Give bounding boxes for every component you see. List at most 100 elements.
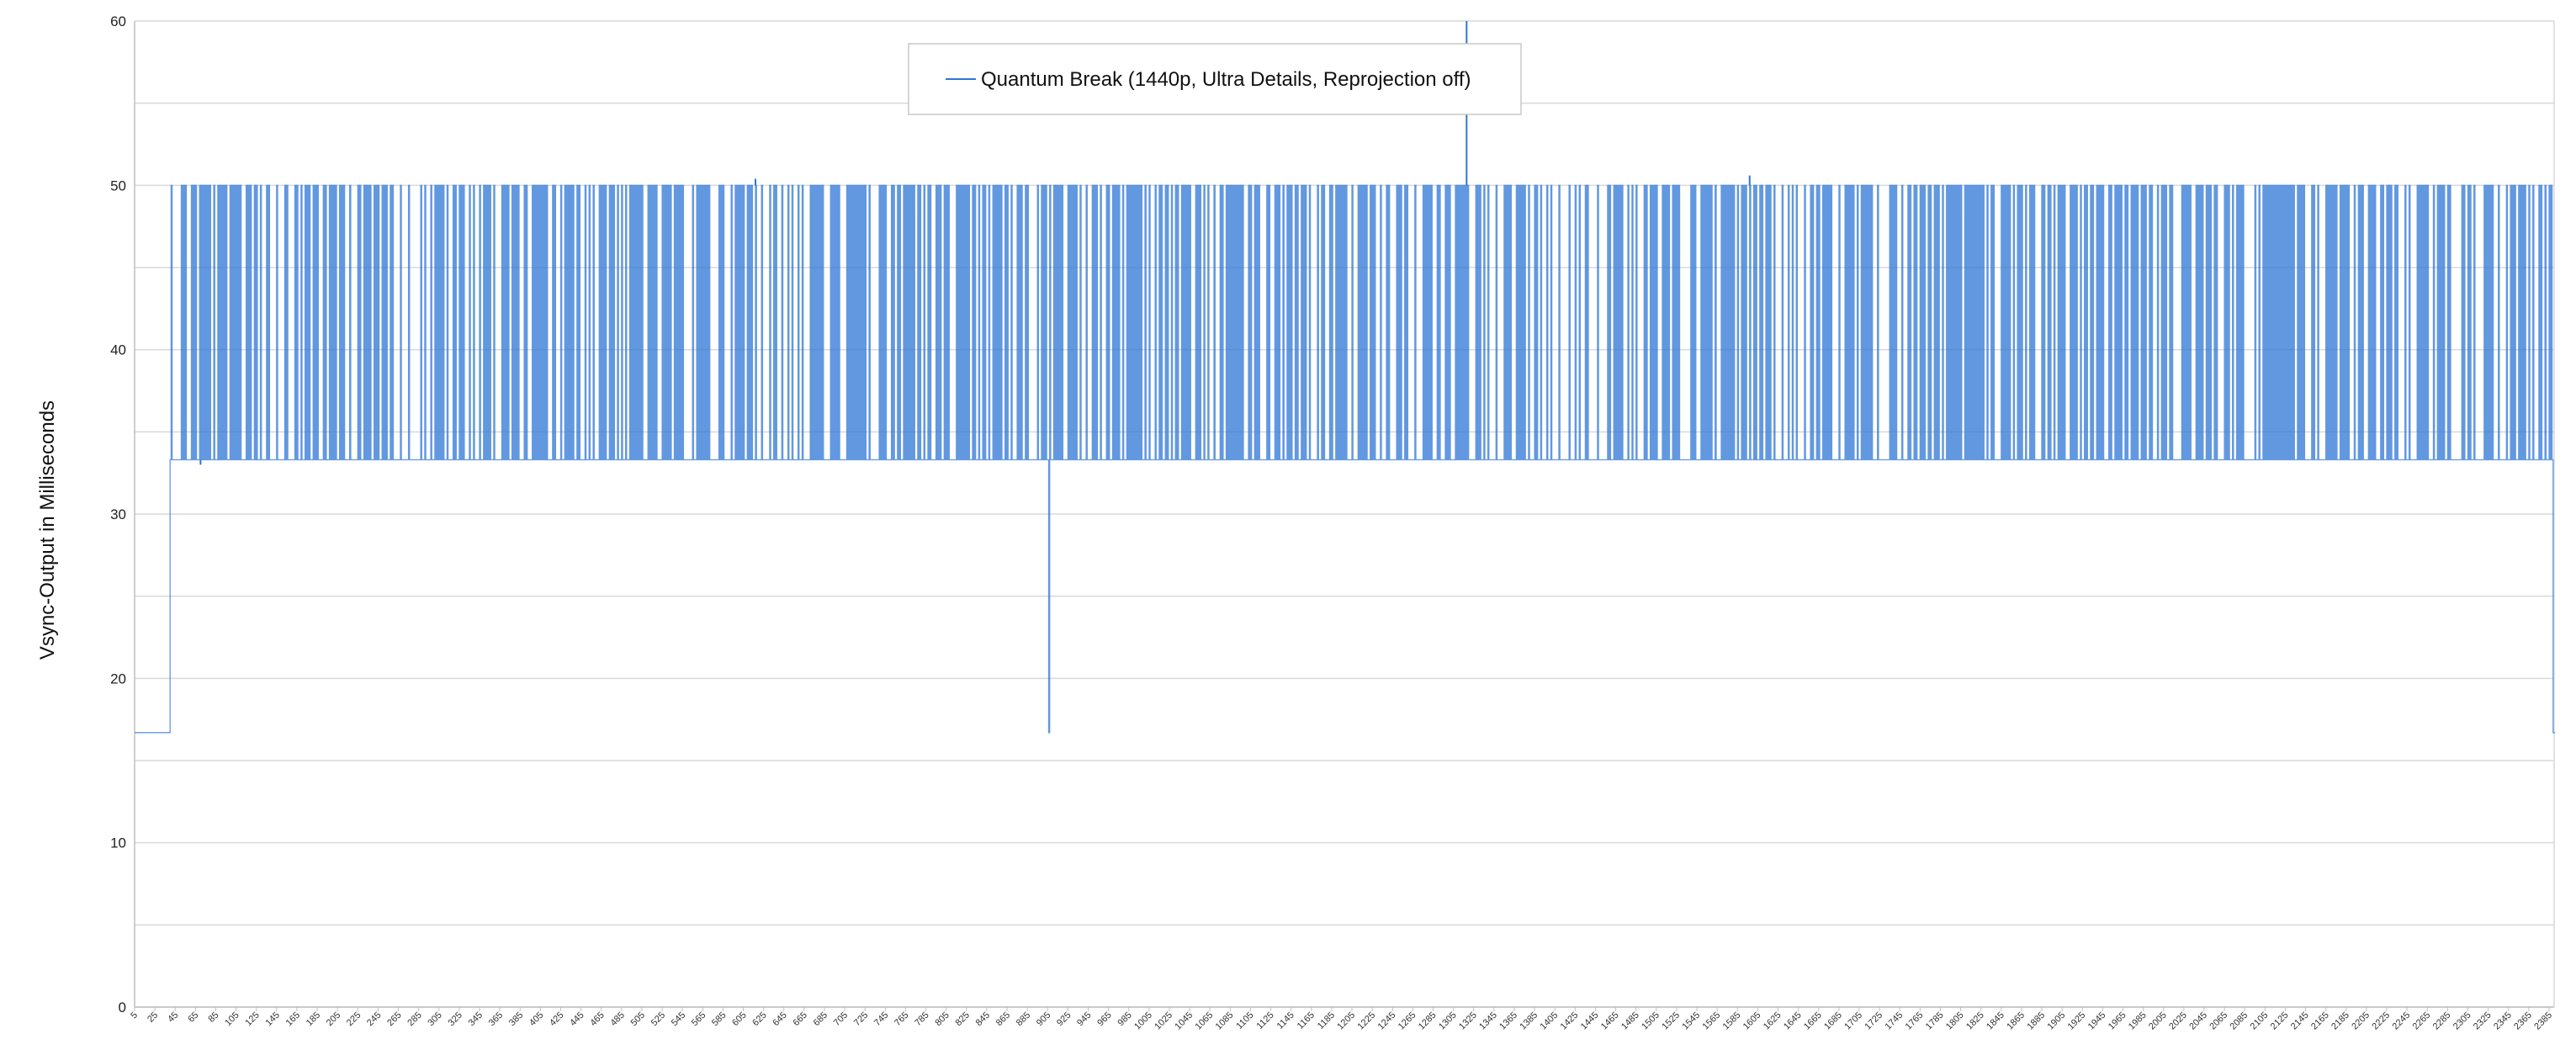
x-tick-label: 625 (750, 1010, 768, 1028)
x-tick-label: 445 (568, 1010, 586, 1028)
x-tick-label: 245 (365, 1010, 383, 1028)
x-tick-label: 1965 (2107, 1010, 2128, 1032)
x-tick-label: 1405 (1539, 1010, 1561, 1032)
x-tick-label: 165 (284, 1010, 302, 1028)
x-tick-label: 2065 (2208, 1010, 2229, 1032)
x-tick-label: 1785 (1924, 1010, 1946, 1032)
x-tick-label: 1385 (1518, 1010, 1540, 1032)
y-tick-label: 30 (110, 506, 126, 522)
x-tick-label: 1625 (1762, 1010, 1784, 1032)
x-tick-label: 1065 (1194, 1010, 1216, 1032)
x-tick-label: 985 (1116, 1010, 1133, 1028)
x-tick-label: 725 (852, 1010, 870, 1028)
x-tick-label: 2125 (2269, 1010, 2291, 1032)
x-tick-label: 2385 (2532, 1010, 2554, 1032)
x-tick-label: 2325 (2472, 1010, 2494, 1032)
x-tick-label: 1665 (1802, 1010, 1824, 1032)
x-tick-label: 2345 (2492, 1010, 2514, 1032)
x-tick-label: 65 (186, 1010, 200, 1025)
x-tick-label: 1705 (1842, 1010, 1864, 1032)
x-tick-label: 325 (447, 1010, 464, 1028)
x-tick-label: 265 (385, 1010, 403, 1028)
x-tick-label: 485 (608, 1010, 626, 1028)
x-tick-label: 1445 (1579, 1010, 1601, 1032)
x-tick-label: 905 (1035, 1010, 1052, 1028)
x-tick-label: 2165 (2309, 1010, 2331, 1032)
x-tick-label: 1025 (1153, 1010, 1174, 1032)
x-tick-label: 2245 (2390, 1010, 2412, 1032)
x-tick-label: 1145 (1275, 1010, 1296, 1031)
x-tick-label: 1545 (1680, 1010, 1702, 1032)
x-tick-label: 85 (206, 1010, 220, 1025)
x-tick-label: 765 (893, 1010, 910, 1028)
x-tick-label: 545 (670, 1010, 687, 1028)
x-tick-label: 1105 (1234, 1010, 1255, 1031)
x-tick-label: 1605 (1741, 1010, 1763, 1032)
x-tick-label: 2205 (2350, 1010, 2372, 1032)
x-tick-label: 185 (305, 1010, 322, 1028)
x-tick-label: 645 (771, 1010, 788, 1028)
x-tick-label: 705 (832, 1010, 850, 1028)
x-tick-label: 1845 (1985, 1010, 2006, 1032)
x-tick-label: 1685 (1822, 1010, 1844, 1032)
y-tick-label: 50 (110, 178, 126, 194)
x-tick-label: 425 (548, 1010, 565, 1028)
x-tick-label: 1225 (1355, 1010, 1377, 1032)
x-tick-label: 2265 (2411, 1010, 2433, 1032)
x-tick-label: 1365 (1497, 1010, 1519, 1032)
x-tick-label: 925 (1055, 1010, 1073, 1028)
x-tick-label: 365 (487, 1010, 505, 1028)
series-line (135, 184, 2556, 734)
y-tick-label: 60 (110, 13, 126, 29)
x-tick-label: 1725 (1863, 1010, 1884, 1032)
x-tick-label: 785 (913, 1010, 930, 1028)
x-tick-label: 2225 (2370, 1010, 2392, 1032)
x-tick-label: 405 (527, 1010, 545, 1028)
x-tick-label: 465 (588, 1010, 606, 1028)
x-tick-label: 1425 (1559, 1010, 1581, 1032)
x-tick-label: 125 (243, 1010, 261, 1028)
x-tick-label: 205 (325, 1010, 342, 1028)
x-tick-label: 1805 (1944, 1010, 1966, 1032)
x-tick-label: 1925 (2066, 1010, 2088, 1032)
x-tick-label: 385 (507, 1010, 525, 1028)
x-tick-label: 885 (1015, 1010, 1032, 1028)
x-tick-label: 1465 (1599, 1010, 1621, 1032)
x-tick-label: 1305 (1437, 1010, 1459, 1032)
x-tick-label: 2365 (2512, 1010, 2534, 1032)
x-tick-label: 805 (933, 1010, 951, 1028)
x-tick-label: 225 (345, 1010, 363, 1028)
legend-box (908, 43, 1522, 115)
x-tick-label: 45 (166, 1010, 180, 1025)
x-tick-label: 2305 (2451, 1010, 2473, 1032)
x-tick-label: 1525 (1660, 1010, 1682, 1032)
x-tick-label: 865 (994, 1010, 1012, 1028)
x-tick-label: 745 (872, 1010, 890, 1028)
x-tick-label: 145 (263, 1010, 281, 1028)
legend: Quantum Break (1440p, Ultra Details, Rep… (908, 43, 1522, 115)
x-tick-label: 685 (812, 1010, 830, 1028)
x-tick-label: 2285 (2431, 1010, 2453, 1032)
x-tick-label: 565 (690, 1010, 708, 1028)
legend-entry: Quantum Break (1440p, Ultra Details, Rep… (981, 68, 1471, 91)
x-tick-label: 1085 (1214, 1010, 1236, 1032)
x-tick-label: 285 (405, 1010, 423, 1028)
x-tick-label: 825 (953, 1010, 971, 1028)
x-tick-label: 585 (710, 1010, 728, 1028)
x-tick-label: 2085 (2229, 1010, 2250, 1032)
y-tick-label: 0 (119, 999, 126, 1015)
axes (134, 21, 2555, 1008)
y-tick-label: 20 (110, 671, 126, 687)
x-tick-label: 1865 (2005, 1010, 2027, 1032)
x-tick-label: 1265 (1397, 1010, 1418, 1032)
x-tick-label: 1765 (1904, 1010, 1926, 1032)
x-tick-label: 605 (730, 1010, 748, 1028)
x-tick-label: 2005 (2147, 1010, 2169, 1032)
x-tick-label: 1985 (2127, 1010, 2149, 1032)
x-tick-label: 1285 (1417, 1010, 1439, 1032)
x-tick-label: 2145 (2289, 1010, 2311, 1032)
x-tick-label: 5 (129, 1010, 140, 1021)
gridlines (135, 20, 2554, 1008)
